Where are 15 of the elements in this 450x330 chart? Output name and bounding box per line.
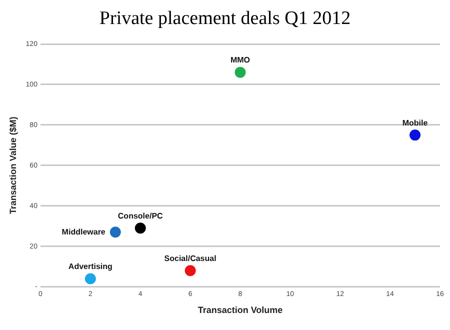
point (234, 66, 246, 78)
series-label: Middleware (62, 227, 106, 236)
series-label: Mobile (402, 118, 428, 128)
chart-title: Private placement deals Q1 2012 (98, 8, 352, 31)
x-axis-title: Transaction Volume (198, 305, 283, 316)
series-label: MMO (230, 56, 250, 65)
point (110, 226, 121, 238)
point (184, 265, 196, 276)
point (84, 273, 96, 284)
series-label: Console/PC (118, 211, 164, 220)
series-label: Social/Casual (164, 254, 216, 263)
series-label: Advertising (68, 262, 113, 271)
y-axis-title: Transaction Value ($M) (8, 116, 18, 214)
point (410, 130, 421, 141)
point (134, 222, 146, 234)
